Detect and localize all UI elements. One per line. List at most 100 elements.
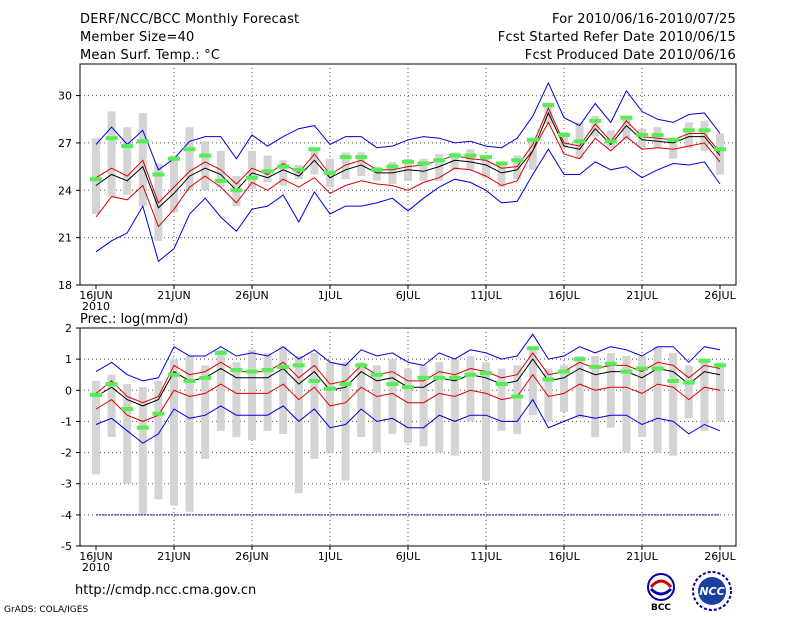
precip-ensemble-box <box>622 356 631 453</box>
precip-member-marker <box>292 363 305 368</box>
chart-title: DERF/NCC/BCC Monthly Forecast <box>80 12 300 27</box>
temp-mean-line <box>95 111 721 209</box>
temp-ytick-label: 18 <box>58 279 72 292</box>
precip-member-marker <box>105 382 118 387</box>
temp-member-marker <box>433 158 446 163</box>
precip-member-marker <box>324 386 336 391</box>
temp-member-marker <box>589 118 602 123</box>
temp-member-marker <box>121 144 134 149</box>
precip-member-marker <box>573 357 586 362</box>
temp-xtick-label: 21JUN <box>157 289 191 302</box>
bcc-logo: BCC <box>640 570 682 613</box>
temp-ensemble-box <box>591 116 600 137</box>
temp-member-marker <box>558 133 570 138</box>
temp-upper-line <box>95 121 721 228</box>
temp-max-line <box>95 148 721 263</box>
precip-ensemble-box <box>357 362 366 437</box>
temp-ensemble-box <box>684 122 693 148</box>
precip-member-marker <box>542 377 555 382</box>
precip-year-label: 2010 <box>82 561 110 574</box>
temp-ensemble-box <box>201 141 210 191</box>
temp-ensemble-box <box>700 120 709 151</box>
temp-ytick-label: 24 <box>58 184 72 197</box>
temp-ensemble-box <box>92 138 100 214</box>
precip-ensemble-box <box>606 352 615 428</box>
precip-member-marker <box>370 372 383 377</box>
temp-ensemble-box <box>638 128 646 148</box>
temp-member-marker <box>261 169 274 174</box>
precip-member-marker <box>386 382 399 387</box>
temp-member-marker <box>573 139 586 144</box>
variable-label: Mean Surf. Temp.: °C <box>80 48 221 63</box>
temp-xtick-label: 6JUL <box>396 289 421 302</box>
temp-member-marker <box>651 133 664 138</box>
precip-xtick-label: 11JUL <box>470 550 502 563</box>
temp-member-marker <box>339 155 352 160</box>
precip-min-line <box>95 398 721 444</box>
precip-xtick-label: 26JUN <box>235 550 269 563</box>
precip-ensemble-box <box>528 349 537 416</box>
precip-ensemble-box <box>248 349 256 441</box>
temp-member-marker <box>480 155 492 160</box>
precip-member-marker <box>667 378 680 383</box>
temp-member-marker <box>136 139 149 144</box>
temp-member-marker <box>214 178 227 183</box>
precip-ensemble-box <box>684 365 693 419</box>
precip-member-marker <box>90 392 102 397</box>
temp-member-marker <box>402 159 414 164</box>
temp-year-label: 2010 <box>82 300 110 313</box>
temp-xtick-label: 11JUL <box>470 289 502 302</box>
temp-ensemble-box <box>716 133 724 175</box>
temp-ensemble-box <box>450 152 459 170</box>
temp-member-marker <box>417 161 430 166</box>
precip-member-marker <box>339 382 352 387</box>
precip-xtick-label: 6JUL <box>396 550 421 563</box>
temp-member-marker <box>105 136 118 141</box>
precip-member-marker <box>604 361 617 366</box>
precip-ensemble-box <box>466 356 475 422</box>
precip-ensemble-box <box>154 380 163 500</box>
temp-ensemble-box <box>263 155 272 183</box>
temp-xtick-label: 26JUN <box>235 289 269 302</box>
temp-ensemble-box <box>466 149 475 170</box>
website-url[interactable]: http://cmdp.ncc.cma.gov.cn <box>75 583 257 598</box>
temp-member-marker <box>370 167 383 172</box>
precip-panel-title: Prec.: log(mm/d) <box>80 312 188 327</box>
temp-member-marker <box>698 128 711 133</box>
precip-member-marker <box>433 375 446 380</box>
temp-member-marker <box>448 153 461 158</box>
temp-ensemble-box <box>513 155 522 180</box>
precip-ensemble-box <box>170 359 178 506</box>
bcc-logo-text: BCC <box>651 603 671 612</box>
precip-member-marker <box>199 375 212 380</box>
precip-ensemble-box <box>216 349 225 431</box>
precip-ytick-label: -2 <box>61 447 72 460</box>
temp-ytick-label: 27 <box>58 137 72 150</box>
temp-member-marker <box>511 158 524 163</box>
precip-member-marker <box>495 382 508 387</box>
precip-xtick-label: 16JUN <box>79 550 113 563</box>
temp-ensemble-box <box>419 158 428 181</box>
temp-ensemble-box <box>560 131 568 148</box>
precip-ensemble-box <box>700 359 709 431</box>
precip-xtick-label: 21JUN <box>157 550 191 563</box>
precip-member-marker <box>402 385 414 390</box>
precip-member-marker <box>620 369 633 374</box>
precip-member-marker <box>152 411 165 416</box>
temp-member-marker <box>386 164 399 169</box>
temp-member-marker <box>604 139 617 144</box>
forecast-started-label: Fcst Started Refer Date 2010/06/15 <box>497 30 736 45</box>
temp-ensemble-box <box>279 160 288 186</box>
temp-ensemble-box <box>435 153 444 181</box>
precip-ensemble-box <box>372 365 381 453</box>
precip-xtick-label: 26JUL <box>704 550 736 563</box>
temp-xtick-label: 16JUL <box>548 289 580 302</box>
temp-member-marker <box>324 170 336 175</box>
temp-member-marker <box>542 103 555 108</box>
precip-ensemble-box <box>513 365 522 434</box>
precip-xtick-label: 16JUL <box>548 550 580 563</box>
temp-ensemble-box <box>138 112 147 207</box>
precip-ensemble-box <box>263 352 272 431</box>
temp-ensemble-box <box>185 127 194 191</box>
temp-ensemble-box <box>216 150 225 188</box>
